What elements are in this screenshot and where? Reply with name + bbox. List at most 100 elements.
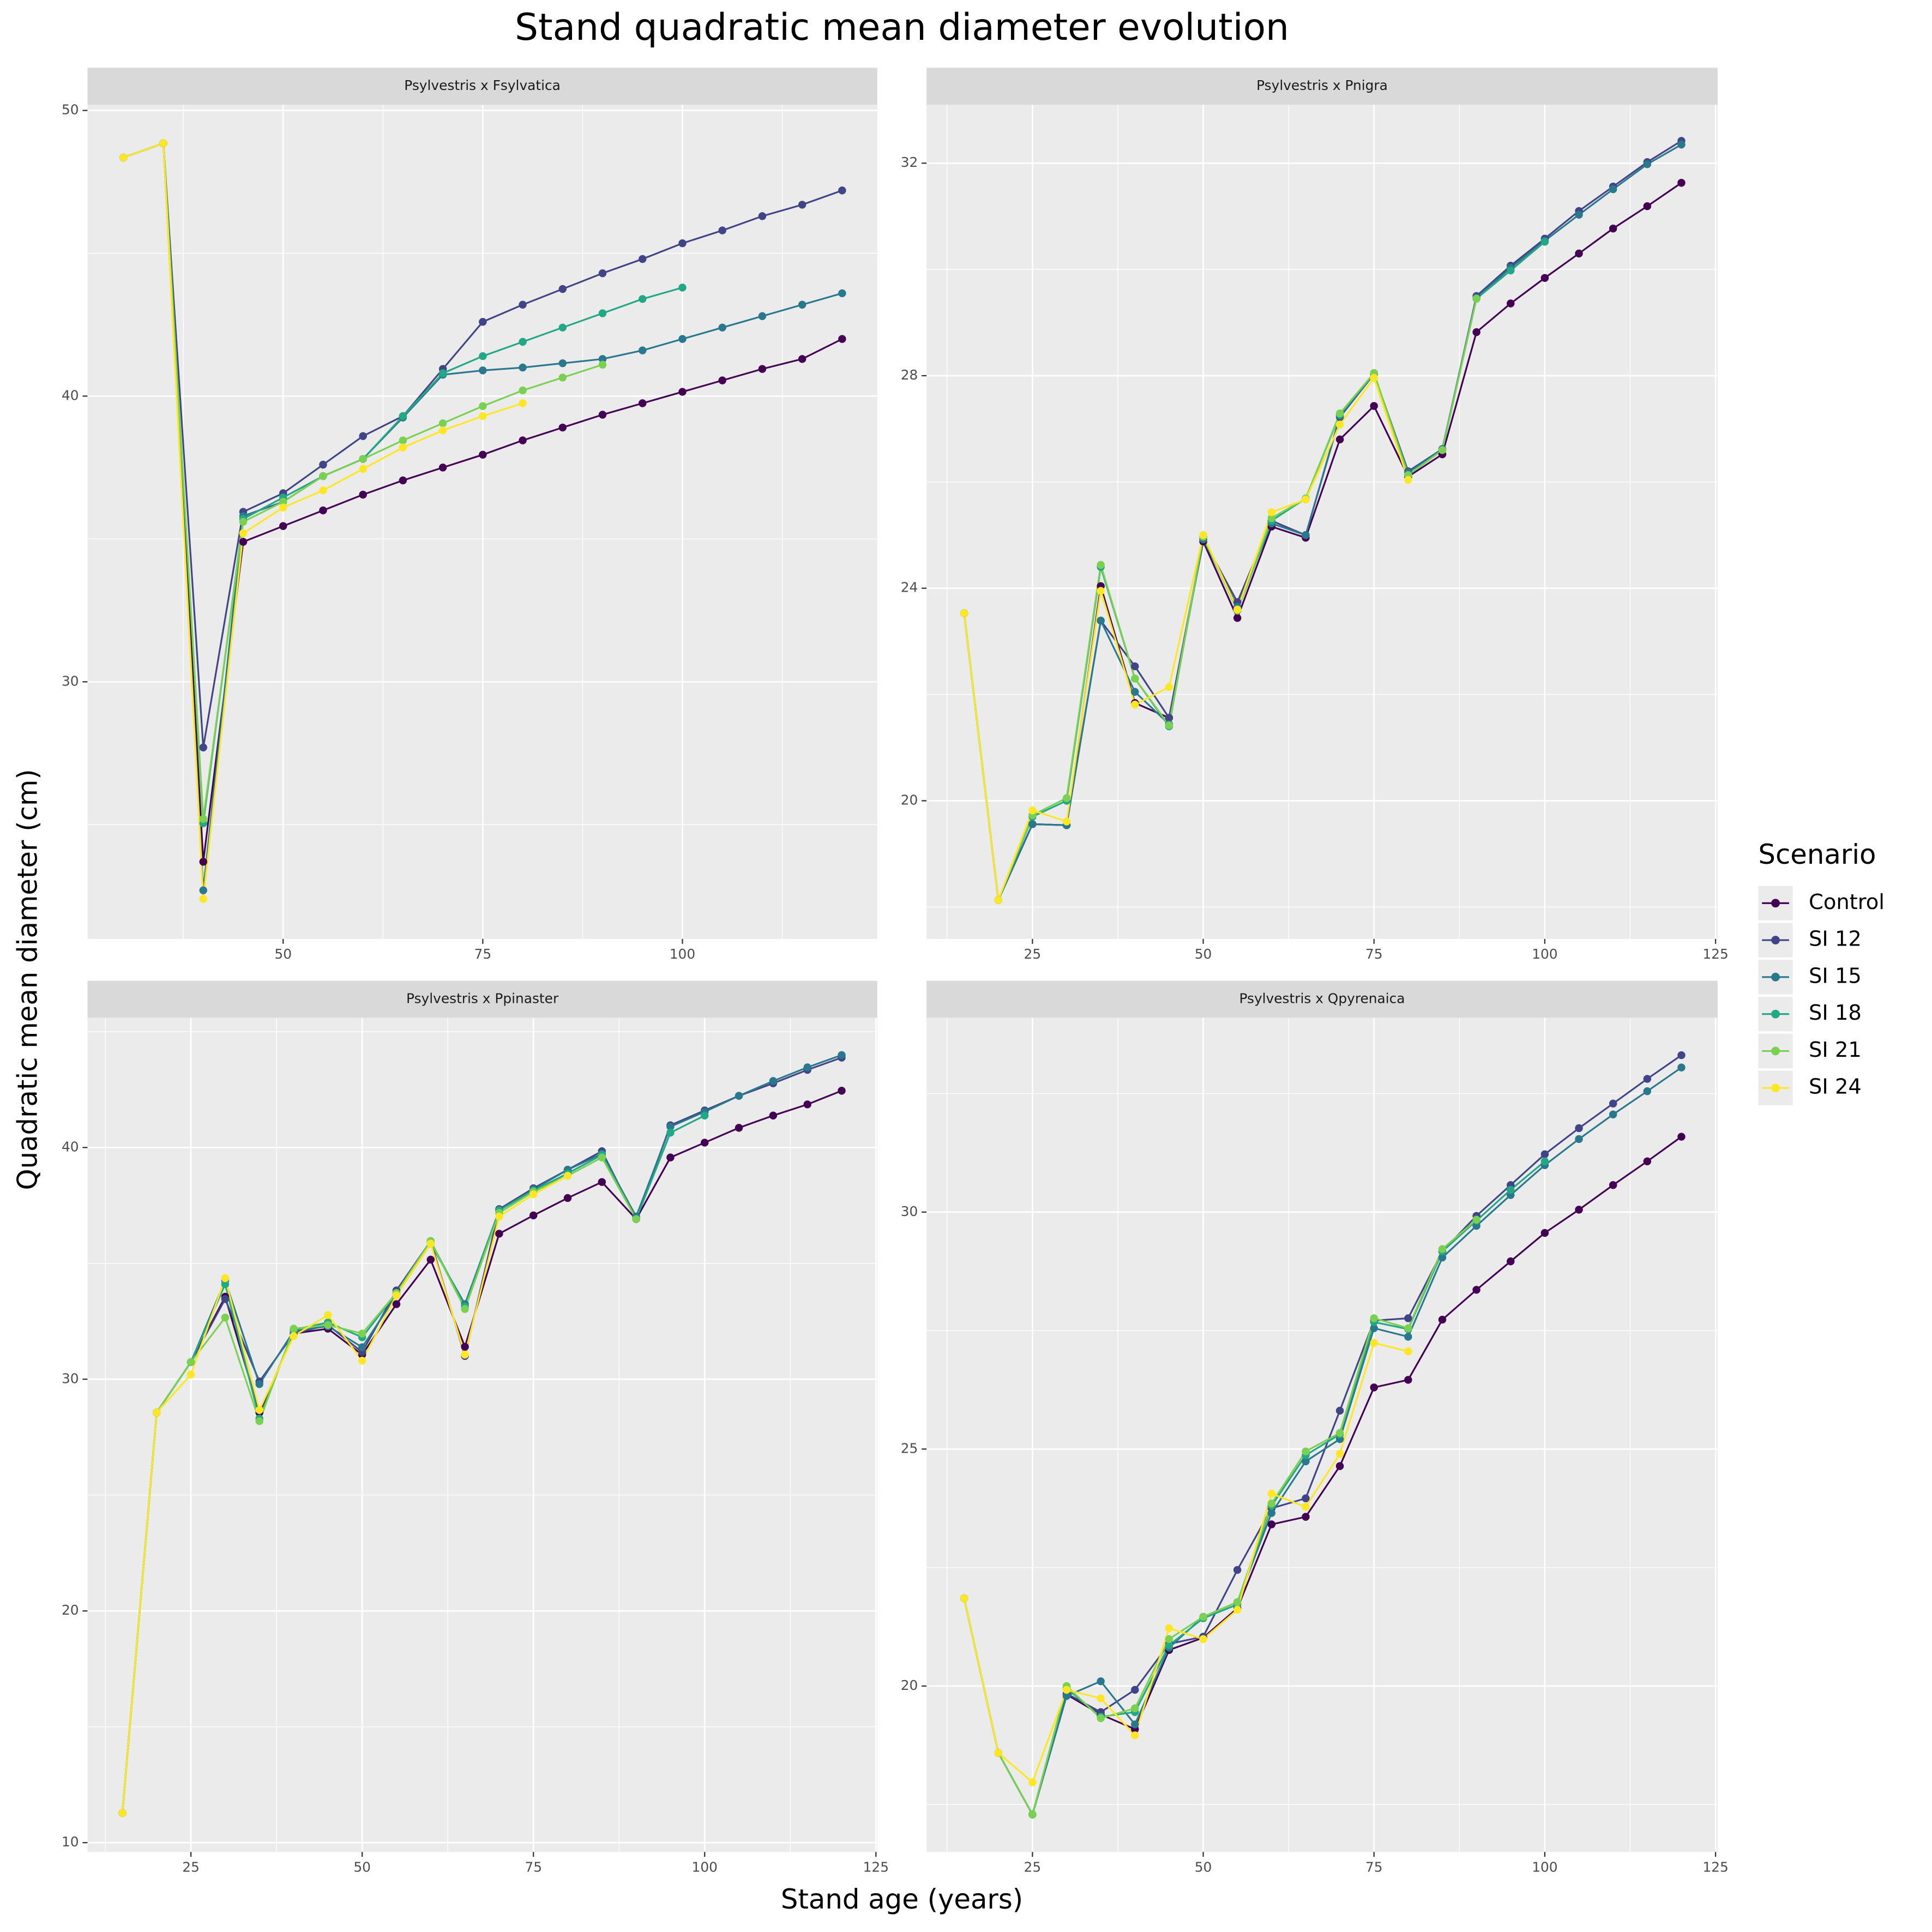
data-point bbox=[758, 365, 767, 373]
data-point bbox=[461, 1343, 469, 1351]
data-point bbox=[803, 1100, 811, 1109]
data-point bbox=[1062, 1686, 1071, 1694]
data-point bbox=[1267, 514, 1276, 522]
data-point bbox=[399, 476, 407, 485]
legend-label: SI 24 bbox=[1809, 1075, 1862, 1099]
data-point bbox=[1233, 1598, 1242, 1606]
data-point bbox=[199, 743, 208, 752]
data-point bbox=[279, 522, 287, 531]
data-point bbox=[678, 239, 687, 248]
data-point bbox=[735, 1124, 743, 1132]
y-tick-label: 24 bbox=[901, 580, 918, 595]
y-tick-label: 30 bbox=[901, 1203, 918, 1219]
data-point bbox=[1335, 1449, 1344, 1458]
data-point bbox=[1199, 1612, 1207, 1621]
data-point bbox=[558, 423, 567, 432]
data-point bbox=[1677, 140, 1686, 149]
data-point bbox=[399, 436, 407, 444]
series-line bbox=[963, 376, 1409, 901]
data-point bbox=[1199, 531, 1207, 539]
data-point bbox=[1472, 1215, 1480, 1224]
data-point bbox=[255, 1406, 263, 1415]
data-point bbox=[1335, 420, 1344, 429]
x-tick-label: 25 bbox=[182, 1859, 200, 1875]
series-line bbox=[963, 1341, 1409, 1784]
data-point bbox=[1677, 179, 1686, 187]
series-line bbox=[121, 1156, 637, 1813]
legend: Control SI 12 SI 15 SI 18 SI 21 SI 24 bbox=[1758, 886, 1885, 1105]
data-point bbox=[1097, 587, 1105, 595]
data-point bbox=[1335, 1462, 1344, 1470]
data-point bbox=[1028, 806, 1037, 815]
strip-background bbox=[926, 980, 1718, 1018]
data-point bbox=[1643, 1157, 1652, 1165]
data-point bbox=[519, 338, 527, 346]
data-point bbox=[319, 460, 327, 469]
data-point bbox=[1507, 1185, 1515, 1194]
data-point bbox=[598, 1178, 606, 1186]
x-tick-label: 50 bbox=[274, 946, 292, 962]
data-point bbox=[798, 355, 806, 363]
data-point bbox=[479, 352, 487, 360]
data-point bbox=[632, 1215, 640, 1223]
chart-title: Stand quadratic mean diameter evolution bbox=[515, 5, 1289, 49]
data-point bbox=[1575, 1206, 1583, 1214]
panel: Psylvestris x Qpyrenaica 25 50 75 100 125 20 25… bbox=[901, 980, 1729, 1875]
data-point bbox=[1404, 1376, 1412, 1384]
data-point bbox=[558, 285, 567, 293]
x-tick-label: 50 bbox=[1195, 946, 1212, 962]
strip-background bbox=[87, 980, 877, 1018]
data-point bbox=[718, 323, 726, 332]
data-point bbox=[1370, 1314, 1378, 1322]
data-point bbox=[529, 1211, 538, 1220]
y-tick-label: 40 bbox=[62, 1139, 79, 1154]
data-point bbox=[1335, 1429, 1344, 1437]
data-point bbox=[994, 1749, 1002, 1757]
data-point bbox=[290, 1332, 298, 1340]
data-point bbox=[1267, 1500, 1276, 1508]
data-point bbox=[186, 1358, 195, 1367]
data-point bbox=[1575, 210, 1583, 219]
data-point bbox=[1677, 1051, 1686, 1060]
data-point bbox=[1472, 1286, 1480, 1294]
x-tick-label: 125 bbox=[1702, 1859, 1728, 1875]
data-point bbox=[1404, 1333, 1412, 1341]
series-line bbox=[121, 1175, 568, 1813]
data-point bbox=[1335, 409, 1344, 418]
data-point bbox=[319, 472, 327, 480]
data-point bbox=[186, 1370, 195, 1379]
legend-point bbox=[1771, 972, 1780, 982]
data-point bbox=[221, 1274, 230, 1283]
strip-background bbox=[926, 68, 1718, 105]
x-tick-label: 75 bbox=[525, 1859, 542, 1875]
data-point bbox=[1507, 1257, 1515, 1266]
data-point bbox=[199, 886, 208, 894]
panel-background bbox=[87, 1018, 877, 1852]
data-point bbox=[1131, 662, 1139, 671]
data-point bbox=[1131, 1731, 1139, 1740]
data-point bbox=[838, 289, 846, 298]
data-point bbox=[358, 1329, 366, 1338]
data-point bbox=[701, 1111, 709, 1120]
strip-background bbox=[87, 68, 877, 105]
strip-label: Psylvestris x Qpyrenaica bbox=[1239, 991, 1405, 1007]
data-point bbox=[598, 360, 607, 369]
legend-title: Scenario bbox=[1758, 839, 1876, 870]
x-tick-label: 50 bbox=[353, 1859, 371, 1875]
data-point bbox=[1097, 1677, 1105, 1686]
y-tick-label: 20 bbox=[901, 1677, 918, 1693]
data-point bbox=[495, 1230, 503, 1238]
data-point bbox=[359, 455, 367, 463]
y-tick-label: 10 bbox=[62, 1834, 79, 1850]
data-point bbox=[1267, 1509, 1276, 1517]
x-tick-label: 25 bbox=[1024, 946, 1042, 962]
x-tick-label: 50 bbox=[1195, 1859, 1212, 1875]
data-point bbox=[1131, 1704, 1139, 1713]
data-point bbox=[1370, 1324, 1378, 1332]
data-point bbox=[199, 895, 208, 903]
data-point bbox=[399, 412, 407, 420]
x-tick-label: 75 bbox=[1365, 946, 1383, 962]
y-tick-label: 32 bbox=[901, 154, 918, 170]
data-point bbox=[838, 1051, 846, 1060]
data-point bbox=[598, 355, 607, 363]
